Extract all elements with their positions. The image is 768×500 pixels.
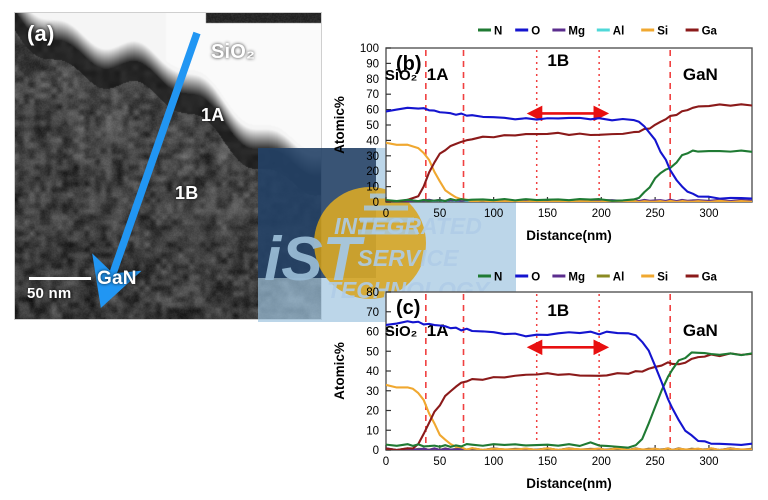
legend-label-o: O — [531, 26, 540, 38]
eds-line-profile-c: 0 50 100 150 200 250 300 0 10 20 30 40 50 60 70 80 Dista… — [332, 272, 753, 491]
panel-tag: (b) — [396, 53, 422, 75]
eds-line-profile-b: 0 50 100 150 200 250 300 0 10 20 30 40 50 60 70 80 90 100… — [332, 26, 753, 243]
y-tick-label: 20 — [366, 166, 379, 178]
y-tick-label: 60 — [366, 327, 379, 339]
x-tick-label: 50 — [433, 208, 446, 220]
y-tick-label: 20 — [366, 406, 379, 418]
panel-c-chart: 0 50 100 150 200 250 300 0 10 20 30 40 50 60 70 80 Dista… — [330, 250, 762, 496]
y-tick-label: 0 — [373, 197, 379, 209]
y-tick-label: 80 — [366, 287, 379, 299]
panel-tag: (c) — [396, 297, 420, 319]
y-tick-label: 90 — [366, 58, 379, 70]
series-group — [386, 320, 752, 450]
y-tick-label: 30 — [366, 386, 379, 398]
region-label-gan: GaN — [683, 65, 718, 84]
tem-label-layer-1b: 1B — [175, 183, 199, 203]
legend-label-ga: Ga — [702, 26, 718, 38]
y-tick-label: 40 — [366, 366, 379, 378]
region-label-1b: 1B — [547, 301, 569, 320]
legend-label-o: O — [531, 272, 540, 284]
tem-label-layer-1a: 1A — [201, 105, 225, 125]
x-axis-label: Distance(nm) — [526, 476, 612, 491]
region-label-sio2: SiO₂ — [385, 323, 418, 340]
legend-label-si: Si — [657, 272, 668, 284]
legend-label-mg: Mg — [568, 26, 585, 38]
series-line-ga — [386, 103, 752, 202]
y-tick-label: 10 — [366, 182, 379, 194]
y-axis-label: Atomic% — [332, 342, 347, 400]
series-line-o — [386, 106, 752, 200]
x-tick-label: 200 — [592, 456, 611, 468]
legend-label-ga: Ga — [702, 272, 718, 284]
scale-bar-label: 50 nm — [27, 285, 72, 302]
plot-frame — [385, 47, 753, 203]
x-tick-label: 0 — [383, 456, 389, 468]
series-line-ga — [386, 352, 752, 450]
x-tick-label: 100 — [484, 456, 503, 468]
x-axis-label: Distance(nm) — [526, 228, 612, 243]
x-tick-label: 150 — [538, 456, 557, 468]
x-tick-label: 250 — [646, 208, 665, 220]
y-tick-label: 30 — [366, 151, 379, 163]
legend-label-al: Al — [613, 26, 625, 38]
series-line-si — [386, 383, 752, 450]
panel-a-tag: (a) — [27, 21, 55, 46]
y-tick-label: 70 — [366, 307, 379, 319]
series-line-n — [386, 351, 752, 449]
series-line-o — [386, 320, 752, 446]
y-axis-label: Atomic% — [332, 96, 347, 154]
legend-label-n: N — [494, 272, 502, 284]
x-tick-label: 300 — [699, 208, 718, 220]
x-tick-label: 200 — [592, 208, 611, 220]
x-tick-label: 50 — [433, 456, 446, 468]
legend-label-si: Si — [657, 26, 668, 38]
scale-bar — [29, 277, 91, 280]
y-tick-label: 100 — [360, 43, 379, 55]
x-tick-label: 250 — [646, 456, 665, 468]
line-scan-arrow — [92, 31, 201, 309]
x-tick-label: 300 — [699, 456, 718, 468]
y-tick-label: 60 — [366, 105, 379, 117]
panel-a-tem-image: (a) SiO₂ 1A 1B GaN 50 nm — [14, 12, 322, 320]
tem-label-gan: GaN — [97, 268, 137, 289]
y-tick-label: 0 — [373, 445, 379, 457]
region-label-1a: 1A — [427, 65, 449, 84]
series-line-n — [386, 149, 752, 202]
panel-b-chart: 0 50 100 150 200 250 300 0 10 20 30 40 50 60 70 80 90 100… — [330, 8, 762, 248]
x-tick-label: 150 — [538, 208, 557, 220]
tem-label-sio2: SiO₂ — [211, 41, 256, 63]
y-tick-label: 10 — [366, 425, 379, 437]
x-tick-label: 100 — [484, 208, 503, 220]
series-line-si — [386, 141, 752, 202]
y-tick-label: 40 — [366, 135, 379, 147]
x-tick-label: 0 — [383, 208, 389, 220]
region-label-1b: 1B — [547, 51, 569, 70]
y-tick-label: 50 — [366, 346, 379, 358]
legend-label-mg: Mg — [568, 272, 585, 284]
legend-label-al: Al — [613, 272, 625, 284]
y-tick-label: 70 — [366, 89, 379, 101]
region-label-gan: GaN — [683, 321, 718, 340]
legend-label-n: N — [494, 26, 502, 38]
region-label-sio2: SiO₂ — [385, 67, 418, 84]
y-tick-label: 50 — [366, 120, 379, 132]
series-group — [386, 103, 752, 202]
y-tick-label: 80 — [366, 74, 379, 86]
